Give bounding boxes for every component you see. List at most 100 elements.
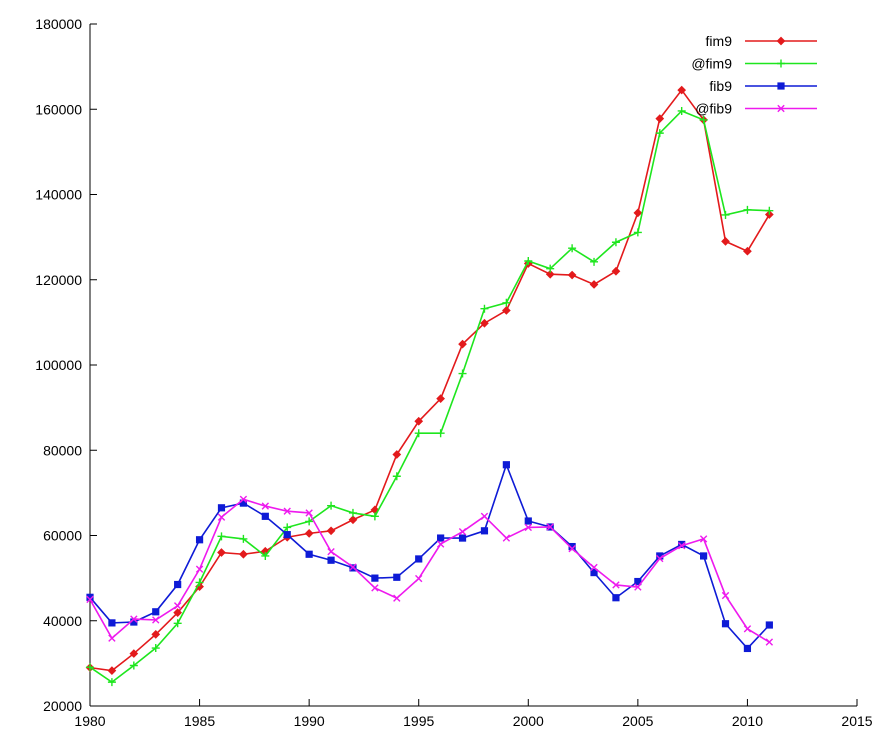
data-point bbox=[283, 507, 291, 515]
data-point bbox=[655, 114, 665, 123]
data-point bbox=[327, 556, 335, 564]
y-tick-label: 140000 bbox=[35, 187, 82, 203]
data-point bbox=[480, 304, 489, 313]
y-tick-label: 60000 bbox=[43, 528, 82, 544]
data-point bbox=[107, 678, 116, 687]
data-point bbox=[173, 602, 182, 610]
x-tick-label: 2000 bbox=[513, 713, 544, 729]
y-tick-label: 40000 bbox=[43, 613, 82, 629]
series-4 bbox=[86, 495, 774, 646]
data-point bbox=[502, 534, 511, 542]
x-tick-label: 1985 bbox=[184, 713, 215, 729]
data-point bbox=[502, 298, 511, 307]
x-tick-label: 2005 bbox=[622, 713, 653, 729]
data-point bbox=[326, 526, 336, 536]
legend-label: @fib9 bbox=[695, 101, 732, 117]
data-point bbox=[743, 644, 752, 653]
data-point bbox=[776, 36, 786, 46]
data-point bbox=[239, 549, 248, 559]
data-point bbox=[458, 369, 467, 378]
data-point bbox=[108, 619, 116, 627]
data-point bbox=[392, 472, 401, 481]
data-point bbox=[524, 523, 532, 532]
data-point bbox=[677, 85, 687, 95]
data-point bbox=[545, 269, 555, 279]
data-point bbox=[743, 625, 752, 633]
data-point bbox=[393, 594, 401, 602]
data-point bbox=[108, 634, 116, 642]
data-point bbox=[415, 574, 423, 583]
data-point bbox=[371, 574, 379, 582]
data-point bbox=[677, 542, 686, 550]
data-point bbox=[502, 306, 511, 315]
data-point bbox=[612, 581, 620, 589]
data-point bbox=[305, 509, 313, 517]
y-tick-label: 180000 bbox=[35, 16, 82, 32]
data-point bbox=[524, 517, 532, 525]
data-point bbox=[480, 318, 489, 328]
data-point bbox=[480, 527, 489, 535]
data-point bbox=[656, 554, 664, 563]
data-point bbox=[415, 555, 423, 563]
data-point bbox=[151, 644, 160, 653]
data-point bbox=[327, 501, 336, 510]
data-point bbox=[348, 515, 358, 525]
data-point bbox=[239, 495, 248, 503]
data-point bbox=[765, 206, 774, 215]
data-point bbox=[765, 621, 773, 629]
data-point bbox=[371, 584, 379, 592]
series-line bbox=[89, 498, 770, 643]
data-point bbox=[174, 580, 182, 589]
data-point bbox=[393, 573, 401, 581]
legend-label: fib9 bbox=[709, 78, 732, 94]
legend-label: @fim9 bbox=[691, 56, 732, 72]
data-point bbox=[634, 577, 642, 586]
data-point bbox=[436, 429, 445, 438]
data-point bbox=[195, 578, 204, 587]
data-point bbox=[699, 535, 708, 543]
data-point bbox=[217, 548, 226, 557]
data-point bbox=[634, 583, 642, 591]
data-point bbox=[633, 228, 642, 237]
data-point bbox=[502, 461, 510, 469]
data-point bbox=[348, 508, 357, 517]
data-point bbox=[611, 238, 620, 247]
data-point bbox=[590, 563, 598, 572]
y-tick-label: 160000 bbox=[35, 101, 82, 117]
data-point bbox=[437, 534, 445, 542]
data-point bbox=[370, 512, 379, 521]
data-point bbox=[305, 550, 313, 558]
legend-item: fim9 bbox=[706, 33, 817, 49]
data-point bbox=[777, 59, 785, 68]
data-point bbox=[743, 205, 752, 214]
data-point bbox=[567, 270, 577, 280]
data-point bbox=[721, 591, 730, 600]
data-point bbox=[305, 517, 314, 526]
data-point bbox=[700, 552, 708, 560]
data-point bbox=[721, 237, 730, 246]
data-point bbox=[743, 246, 752, 256]
data-point bbox=[195, 565, 204, 573]
legend-item: @fib9 bbox=[695, 101, 817, 117]
data-point bbox=[765, 638, 774, 646]
data-point bbox=[195, 536, 204, 544]
data-point bbox=[777, 82, 785, 90]
data-point bbox=[568, 545, 576, 553]
data-point bbox=[699, 115, 708, 124]
x-tick-label: 1995 bbox=[403, 713, 434, 729]
data-point bbox=[414, 429, 423, 438]
data-point bbox=[129, 649, 139, 658]
data-point bbox=[261, 551, 270, 560]
data-point bbox=[152, 608, 160, 616]
legend-label: fim9 bbox=[706, 33, 733, 49]
data-point bbox=[283, 523, 292, 532]
y-tick-label: 100000 bbox=[35, 357, 82, 373]
data-point bbox=[173, 619, 182, 628]
data-point bbox=[86, 663, 94, 672]
x-tick-label: 1980 bbox=[74, 713, 105, 729]
axes: 20000 40000 60000 80000 100000 120000 140000 16… bbox=[35, 16, 872, 729]
data-point bbox=[107, 666, 117, 675]
data-point bbox=[151, 630, 161, 639]
data-point bbox=[546, 264, 555, 273]
data-point bbox=[239, 534, 248, 543]
